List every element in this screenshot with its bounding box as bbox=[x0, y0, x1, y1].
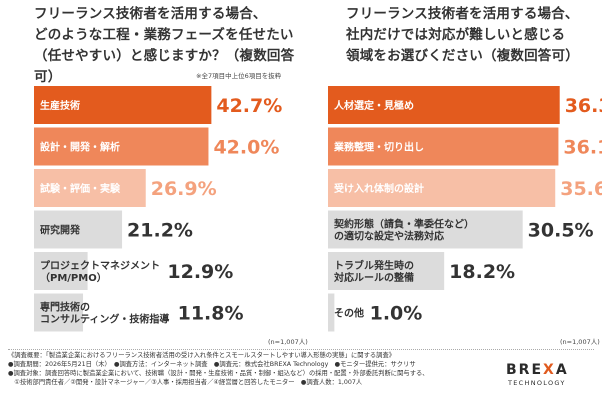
footer-survey-target: ●調査対象：調査回答時に製造業企業において、技術職（設計・開発・生産技術・品質・… bbox=[8, 370, 429, 377]
left-value-label-5: 12.9% bbox=[167, 261, 233, 283]
brand-text-pre: BRE bbox=[506, 362, 544, 378]
left-sample-size: (n=1,007人) bbox=[268, 338, 308, 346]
right-category-label-4: 契約形態（請負・準委任など）の適切な設定や法務対応 bbox=[334, 218, 474, 243]
right-bar-6 bbox=[328, 293, 335, 332]
footer-survey-title: 《調査概要：「製造業企業におけるフリーランス技術者活用の受け入れ条件とスモールス… bbox=[8, 352, 396, 359]
left-value-label-1: 42.7% bbox=[216, 95, 282, 117]
left-category-label-4: 研究開発 bbox=[40, 224, 81, 237]
right-bar-5 bbox=[328, 252, 445, 290]
right-value-label-1: 36.3% bbox=[565, 95, 602, 117]
left-bar-6 bbox=[34, 293, 84, 332]
brand-text-post: A bbox=[555, 362, 569, 378]
left-category-label-5: プロジェクトマネジメント（PM/PMO） bbox=[40, 259, 160, 284]
right-chart-title: フリーランス技術者を活用する場合、 社内だけでは対応が難しいと感じる 領域をお選… bbox=[346, 6, 579, 64]
right-bar-4 bbox=[328, 210, 523, 249]
footer-survey-respondents: ①技術部門責任者／②開発・設計マネージャー／③人事・採用担当者／④経営層と回答し… bbox=[8, 379, 363, 386]
left-value-label-4: 21.2% bbox=[127, 220, 193, 242]
left-category-label-6: 専門技術のコンサルティング・技術指導 bbox=[40, 301, 169, 326]
right-value-label-3: 35.6% bbox=[560, 178, 602, 200]
right-category-label-5: トラブル発生時の対応ルールの整備 bbox=[333, 259, 414, 284]
left-chart-note: ※全7項目中上位6項目を抜粋 bbox=[196, 72, 282, 80]
left-category-label-1: 生産技術 bbox=[40, 99, 80, 112]
right-value-label-2: 36.1% bbox=[563, 137, 602, 159]
right-bar-1 bbox=[328, 86, 560, 124]
right-value-label-5: 18.2% bbox=[449, 261, 515, 283]
footer-survey-period: ●調査期間：2026年5月21日（木） ●調査方法：インターネット調査 ●調査元… bbox=[8, 361, 416, 368]
brexa-logo: BREXA bbox=[506, 362, 569, 378]
brand-text-x: X bbox=[543, 362, 556, 378]
right-category-label-1: 人材選定・見極め bbox=[334, 99, 414, 112]
left-bar-5 bbox=[34, 252, 88, 290]
right-value-label-4: 30.5% bbox=[528, 220, 594, 242]
left-bar-2 bbox=[34, 127, 209, 166]
right-bar-3 bbox=[328, 169, 556, 207]
right-bar-2 bbox=[328, 127, 559, 166]
left-value-label-2: 42.0% bbox=[213, 137, 279, 159]
right-sample-size: (n=1,007人) bbox=[560, 338, 600, 346]
left-value-label-3: 26.9% bbox=[151, 178, 217, 200]
left-bar-4 bbox=[34, 210, 123, 249]
left-category-label-3: 試験・評価・実験 bbox=[40, 182, 121, 195]
right-category-label-3: 受け入れ体制の設計 bbox=[334, 182, 424, 195]
right-category-label-2: 業務整理・切り出し bbox=[333, 141, 424, 154]
left-value-label-6: 11.8% bbox=[178, 303, 244, 325]
footer-divider bbox=[8, 349, 594, 350]
left-chart-title: フリーランス技術者を活用する場合、 どのような工程・業務フェーズを任せたい （任… bbox=[34, 6, 295, 85]
right-value-label-6: 1.0% bbox=[370, 303, 423, 325]
brexa-logo-subtitle: TECHNOLOGY bbox=[508, 379, 566, 387]
left-category-label-2: 設計・開発・解析 bbox=[40, 141, 120, 154]
left-bar-1 bbox=[34, 86, 212, 124]
left-bar-3 bbox=[34, 169, 146, 207]
right-category-label-6: その他 bbox=[334, 307, 364, 320]
